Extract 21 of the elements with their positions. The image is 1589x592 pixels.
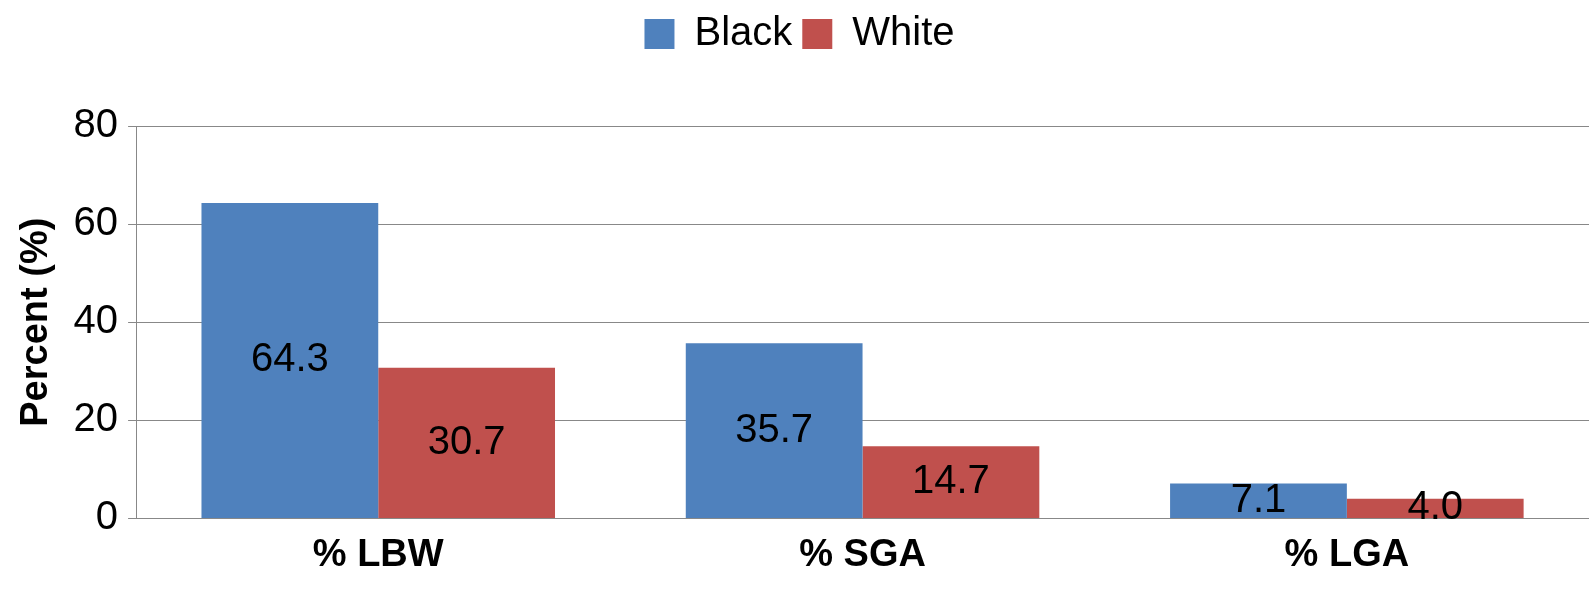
bar xyxy=(378,367,556,518)
y-tick-label: 40 xyxy=(73,297,119,342)
legend-label: White xyxy=(852,9,955,54)
bar xyxy=(201,203,379,518)
data-label: 14.7 xyxy=(912,457,990,502)
data-label: 64.3 xyxy=(250,335,329,380)
x-tick-label: % LGA xyxy=(1284,531,1410,574)
legend-label: Black xyxy=(694,9,794,54)
bar xyxy=(1170,483,1347,518)
bar xyxy=(685,343,863,518)
data-label: 35.7 xyxy=(735,405,814,450)
bar xyxy=(862,446,1040,518)
y-tick-label: 80 xyxy=(73,101,119,146)
y-tick-label: 60 xyxy=(73,199,119,244)
y-tick-label: 20 xyxy=(73,395,119,440)
y-axis-title: Percent (%) xyxy=(13,217,56,427)
x-tick-label: % SGA xyxy=(799,531,926,574)
y-tick-label: 0 xyxy=(95,493,119,538)
data-label: 30.7 xyxy=(427,417,506,462)
data-label: 7.1 xyxy=(1230,475,1287,520)
x-tick-label: % LBW xyxy=(312,531,444,574)
